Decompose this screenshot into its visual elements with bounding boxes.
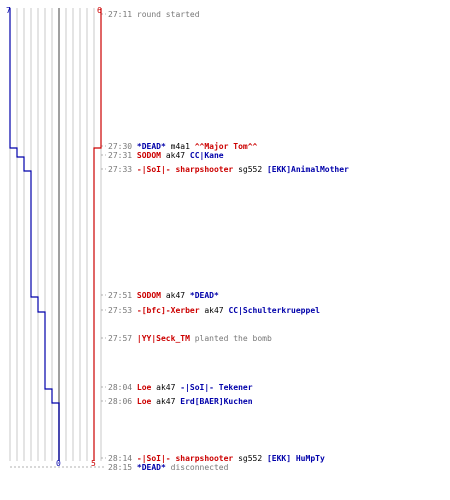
event-text: *DEAD*	[137, 142, 171, 151]
event-text: ak47	[166, 151, 190, 160]
event-time: 27:53	[108, 306, 137, 315]
event-row: 28:06 Loe ak47 Erd[BAER]Kuchen	[108, 397, 253, 406]
event-row: 27:57 |YY|Seck_TM planted the bomb	[108, 334, 272, 343]
event-text: ak47	[156, 397, 180, 406]
event-text: sg552	[238, 454, 267, 463]
event-time: 28:15	[108, 463, 137, 472]
event-text: |YY|Seck_TM	[137, 334, 195, 343]
event-text: Erd[BAER]Kuchen	[180, 397, 252, 406]
event-text: SODOM	[137, 151, 166, 160]
event-text: SODOM	[137, 291, 166, 300]
event-text: ak47	[204, 306, 228, 315]
event-text: Loe	[137, 383, 156, 392]
event-text: planted the bomb	[195, 334, 272, 343]
event-text: *DEAD*	[190, 291, 219, 300]
player-grid	[9, 8, 102, 461]
event-row: 27:53 -[bfc]-Xerber ak47 CC|Schulterkrue…	[108, 306, 320, 315]
event-row: 28:15 *DEAD* disconnected	[108, 463, 229, 472]
event-text: CC|Schulterkrueppel	[228, 306, 320, 315]
event-log: 27:11 round started 27:30 *DEAD* m4a1 ^^M…	[108, 10, 349, 472]
event-text: -|SoI|- sharpshooter	[137, 454, 238, 463]
event-text: disconnected	[171, 463, 229, 472]
event-time: 27:31	[108, 151, 137, 160]
ct-end-count: 0	[56, 459, 61, 468]
event-row: 27:51 SODOM ak47 *DEAD*	[108, 291, 219, 300]
t-alive-line	[93, 8, 102, 461]
event-text: ^^Major Tom^^	[195, 141, 258, 151]
event-time: 28:04	[108, 383, 137, 392]
event-row: 27:30 *DEAD* m4a1 ^^Major Tom^^	[108, 141, 258, 151]
event-text: -|SoI|- Tekener	[180, 383, 252, 392]
event-text: round started	[137, 10, 200, 19]
event-text: m4a1	[171, 142, 195, 151]
event-time: 28:06	[108, 397, 137, 406]
event-text: [EKK] HuMpTy	[267, 454, 325, 463]
ct-start-count: 7	[6, 6, 11, 15]
event-text: CC|Kane	[190, 151, 224, 160]
event-text: ak47	[156, 383, 180, 392]
event-time: 27:11	[108, 10, 137, 19]
t-end-count: 5	[91, 459, 96, 468]
t-start-count: 6	[97, 6, 102, 15]
alive-count-lines	[9, 8, 102, 461]
event-row: 27:11 round started	[108, 10, 200, 19]
event-time: 28:14	[108, 454, 137, 463]
event-text: Loe	[137, 397, 156, 406]
event-time: 27:57	[108, 334, 137, 343]
event-row: 28:14 -|SoI|- sharpshooter sg552 [EKK] H…	[108, 454, 325, 463]
event-row: 28:04 Loe ak47 -|SoI|- Tekener	[108, 383, 253, 392]
event-text: *DEAD*	[137, 463, 171, 472]
event-time: 27:33	[108, 165, 137, 174]
ct-alive-line	[9, 8, 60, 461]
event-text: -[bfc]-Xerber	[137, 306, 204, 315]
event-text: ak47	[166, 291, 190, 300]
event-connectors	[10, 13, 106, 468]
event-text: -|SoI|- sharpshooter	[137, 165, 238, 174]
event-text: [EKK]AnimalMother	[267, 164, 349, 174]
event-row: 27:31 SODOM ak47 CC|Kane	[108, 151, 224, 160]
event-text: sg552	[238, 165, 267, 174]
event-row: 27:33 -|SoI|- sharpshooter sg552 [EKK]An…	[108, 164, 349, 174]
event-time: 27:51	[108, 291, 137, 300]
event-time: 27:30	[108, 142, 137, 151]
